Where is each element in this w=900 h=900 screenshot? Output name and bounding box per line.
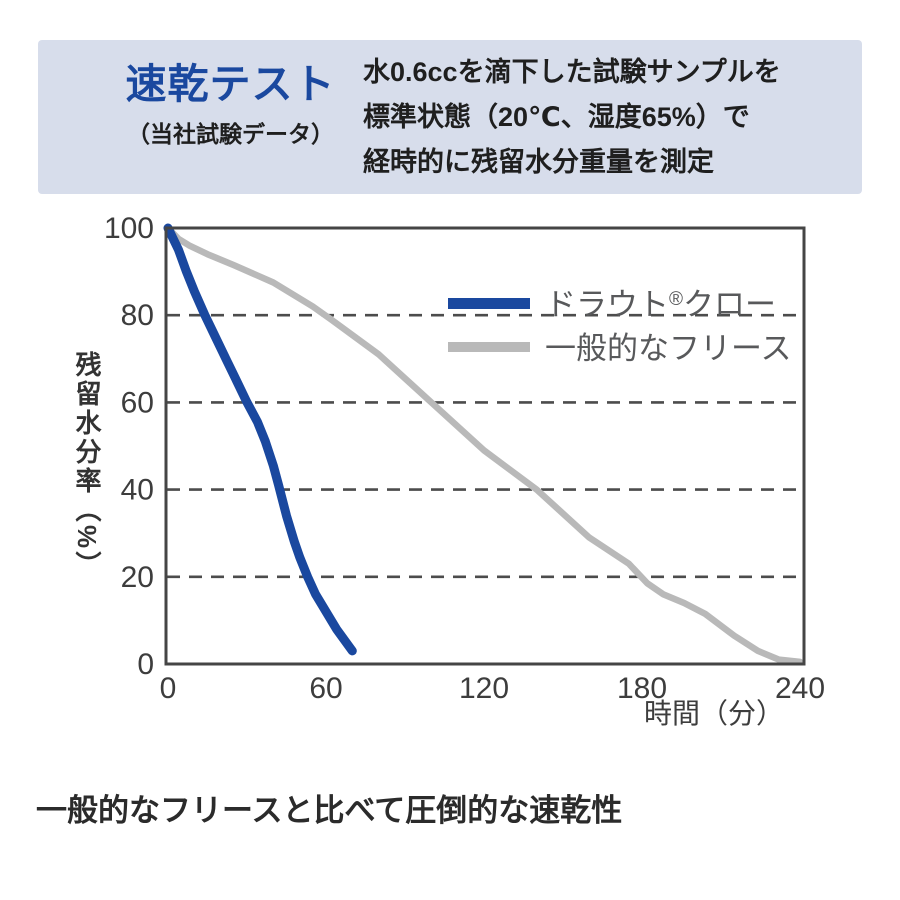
test-header-panel: 速乾テスト （当社試験データ） 水0.6ccを滴下した試験サンプルを 標準状態（… [38,40,862,194]
test-description-line: 経時的に残留水分重量を測定 [363,147,714,177]
legend-label-generic-fleece: 一般的なフリース [545,331,791,366]
registered-mark: ® [669,289,683,310]
x-tick-label: 0 [160,672,177,705]
y-tick-label: 80 [121,299,154,332]
test-title: 速乾テスト [125,61,336,107]
x-tick-label: 180 [617,672,667,705]
x-tick-label: 120 [459,672,509,705]
series-line-1 [164,224,804,666]
y-tick-label: 100 [104,212,154,245]
y-tick-label: 0 [137,648,154,681]
test-subtitle: （当社試験データ） [127,121,334,148]
grid-layer [167,313,803,579]
y-tick-label: 20 [121,561,154,594]
series-line-0 [163,223,357,656]
tick-layer: 0 20 40 60 80 100 0 60 120 180 240 [104,212,825,705]
legend-label-text: クロー [683,287,776,322]
legend-swatch-generic-fleece [448,342,530,352]
x-tick-label: 60 [309,672,342,705]
plot-frame [164,226,806,666]
y-axis-title: 残留水分率（%） [72,351,102,581]
test-description-line: 標準状態（20℃、湿度65%）で [363,102,750,132]
legend-label-draut-claw: ドラウト®クロー [545,287,776,322]
legend-swatch-draut-claw [448,298,530,309]
test-description: 水0.6ccを滴下した試験サンプルを 標準状態（20℃、湿度65%）で 経時的に… [363,50,863,185]
test-title-block: 速乾テスト （当社試験データ） [93,60,368,149]
y-tick-label: 60 [121,386,154,419]
legend-label-text: ドラウト [545,287,669,322]
legend: ドラウト®クロー 一般的なフリース [448,287,791,366]
x-tick-label: 240 [775,672,825,705]
bottom-caption: 一般的なフリースと比べて圧倒的な速乾性 [36,793,623,828]
y-tick-label: 40 [121,474,154,507]
test-description-line: 水0.6ccを滴下した試験サンプルを [363,57,781,87]
series-layer [163,223,804,666]
x-axis-title: 時間（分） [644,698,784,729]
